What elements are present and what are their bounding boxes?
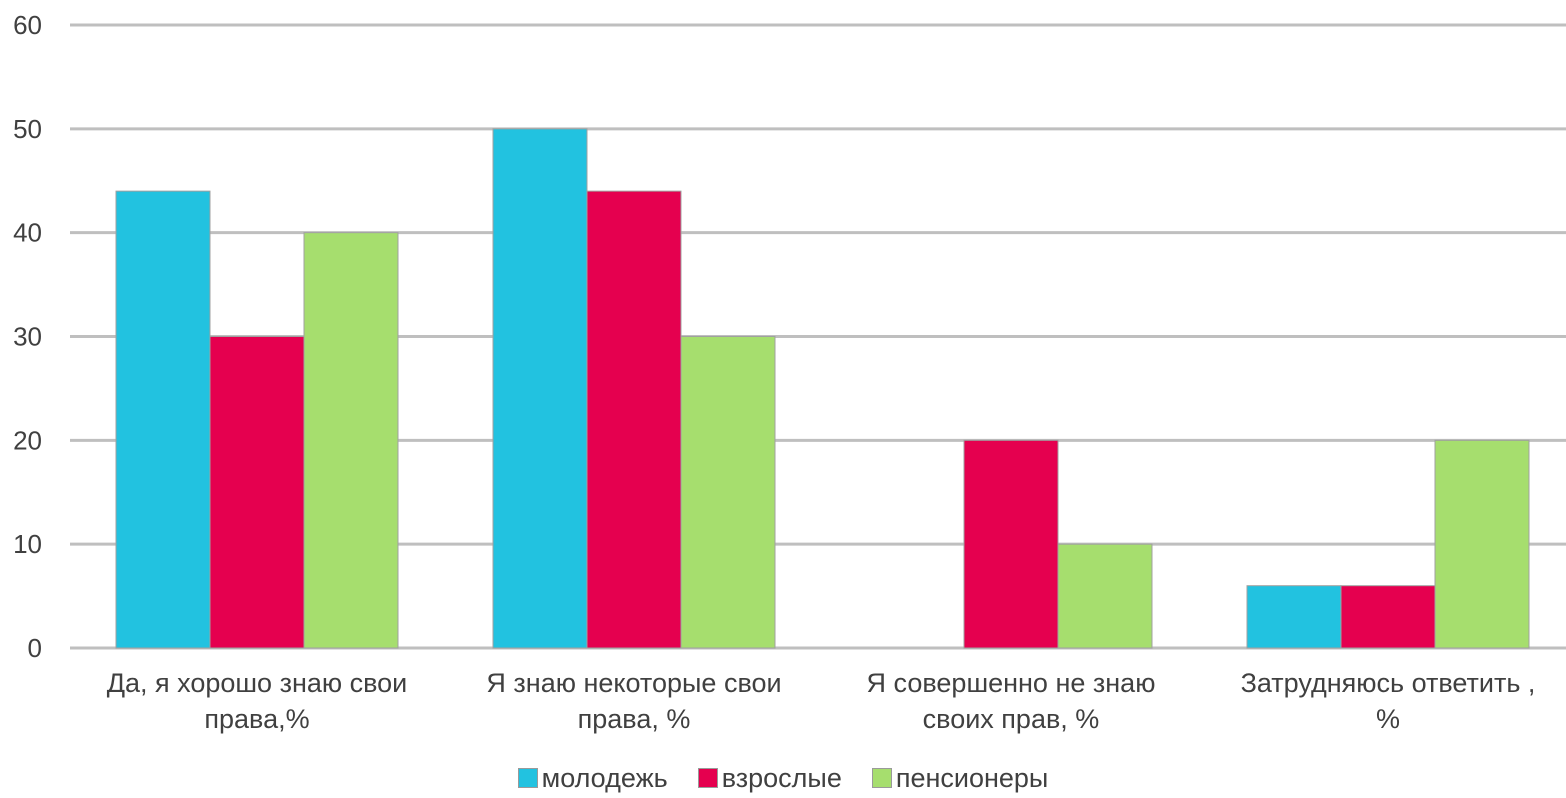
legend-label-adults: взрослые [721,762,842,793]
x-category-label-2-line-1: Я знаю некоторые свои [486,668,781,698]
bar-pensioners-1 [303,232,399,649]
bar-pensioners-4 [1434,439,1530,649]
bar-youth-2 [492,128,588,649]
x-category-label-3-line-1: Я совершенно не знаю [867,668,1156,698]
y-tick-label-10: 10 [13,529,42,559]
x-axis-category-labels: Да, я хорошо знаю свои права,% Я знаю неко… [107,668,1536,734]
bar-youth-4 [1246,585,1342,649]
x-category-label-1-line-2: права,% [204,704,309,734]
bar-adults-2 [586,190,682,649]
legend-label-pensioners: пенсионеры [895,762,1049,793]
x-category-label-3-line-2: своих прав, % [923,704,1100,734]
y-tick-label-60: 60 [13,10,42,40]
y-tick-label-20: 20 [13,425,42,455]
bar-pensioners-2 [680,336,776,649]
legend-item-adults: взрослые [697,762,842,794]
y-tick-label-30: 30 [13,322,42,352]
legend-item-pensioners: пенсионеры [871,762,1049,794]
legend-swatch-youth [517,768,538,788]
y-tick-label-50: 50 [13,114,42,144]
bar-adults-3 [963,439,1059,649]
bars [115,128,1530,649]
y-axis-tick-labels: 0 10 20 30 40 50 60 [13,10,42,663]
legend: молодежь взрослые пенсионеры [0,758,1566,798]
x-category-label-1-line-1: Да, я хорошо знаю свои [107,668,408,698]
bar-adults-1 [209,336,305,649]
bar-youth-1 [115,190,211,649]
legend-label-youth: молодежь [541,762,668,793]
bar-pensioners-3 [1057,543,1153,649]
x-category-label-4-line-1: Затрудняюсь ответить , [1241,668,1536,698]
bar-adults-4 [1340,585,1436,649]
x-category-label-2-line-2: права, % [578,704,691,734]
y-tick-label-40: 40 [13,218,42,248]
legend-item-youth: молодежь [517,762,668,794]
x-category-label-4-line-2: % [1376,704,1400,734]
legend-swatch-adults [697,768,718,788]
y-tick-label-0: 0 [28,633,42,663]
bar-chart: 0 10 20 30 40 50 60 Да, я хорошо знаю свои прав… [13,10,1566,734]
legend-swatch-pensioners [871,768,892,788]
